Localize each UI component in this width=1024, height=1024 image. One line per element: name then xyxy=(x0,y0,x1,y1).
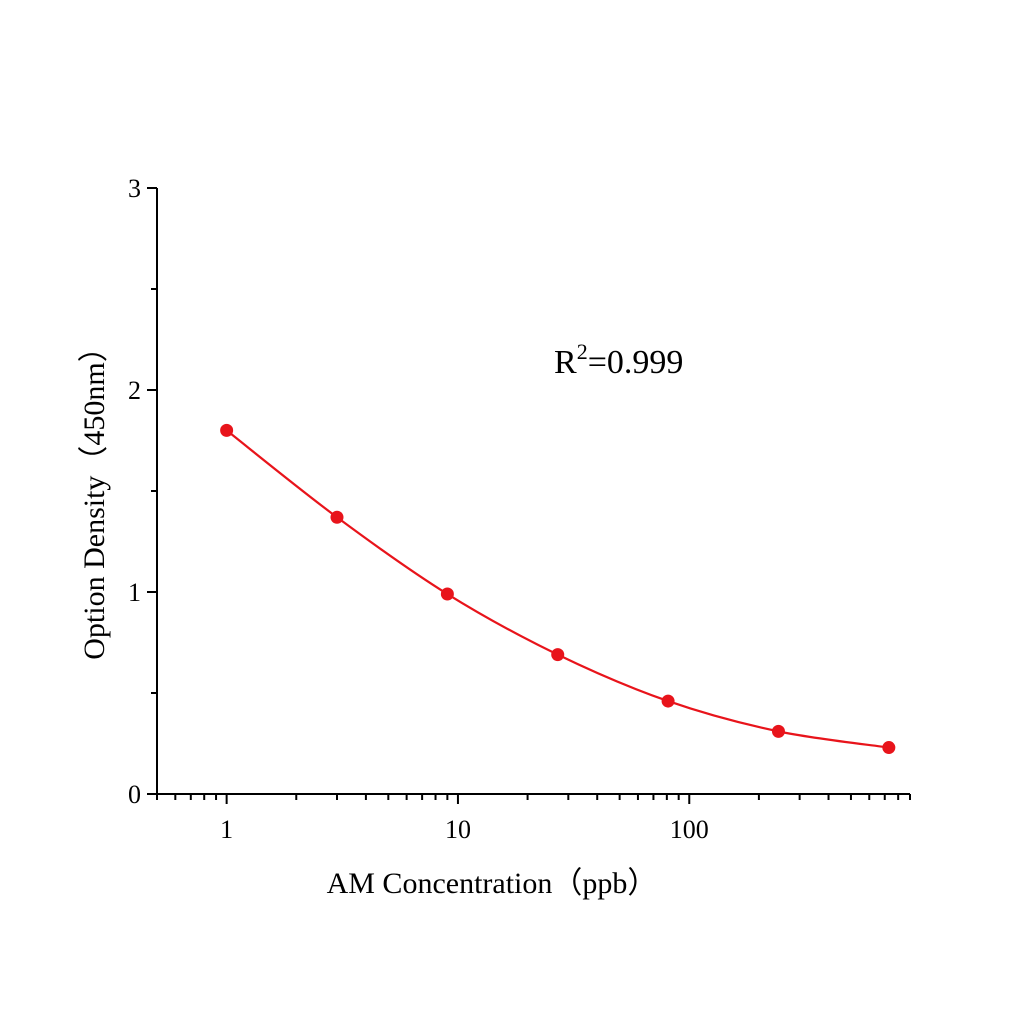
data-points xyxy=(220,423,896,755)
r-squared-annotation: R2=0.999 xyxy=(554,339,683,381)
data-point xyxy=(220,423,234,437)
x-tick-label: 10 xyxy=(445,815,471,844)
data-point xyxy=(551,648,565,662)
data-point xyxy=(882,741,896,755)
fit-curve xyxy=(225,429,889,749)
data-point xyxy=(771,724,785,738)
y-tick-label: 1 xyxy=(128,578,141,607)
x-axis-ticks: 1 10 100 xyxy=(156,794,911,844)
y-tick-label: 3 xyxy=(128,174,141,203)
data-point xyxy=(661,694,675,708)
y-tick-label: 0 xyxy=(128,780,141,809)
r-squared-superscript: 2 xyxy=(577,339,588,364)
data-point xyxy=(440,587,454,601)
y-axis-ticks: 0 1 2 3 xyxy=(128,174,157,809)
x-tick-label: 1 xyxy=(220,815,233,844)
axes xyxy=(156,188,910,795)
x-axis-label: AM Concentration（ppb） xyxy=(327,867,658,900)
y-axis-label: Option Density（450nm） xyxy=(78,332,111,660)
r-squared-base: R xyxy=(554,344,577,381)
data-point xyxy=(330,510,344,524)
y-tick-label: 2 xyxy=(128,376,141,405)
x-tick-label: 100 xyxy=(670,815,709,844)
r-squared-value: =0.999 xyxy=(588,344,684,381)
